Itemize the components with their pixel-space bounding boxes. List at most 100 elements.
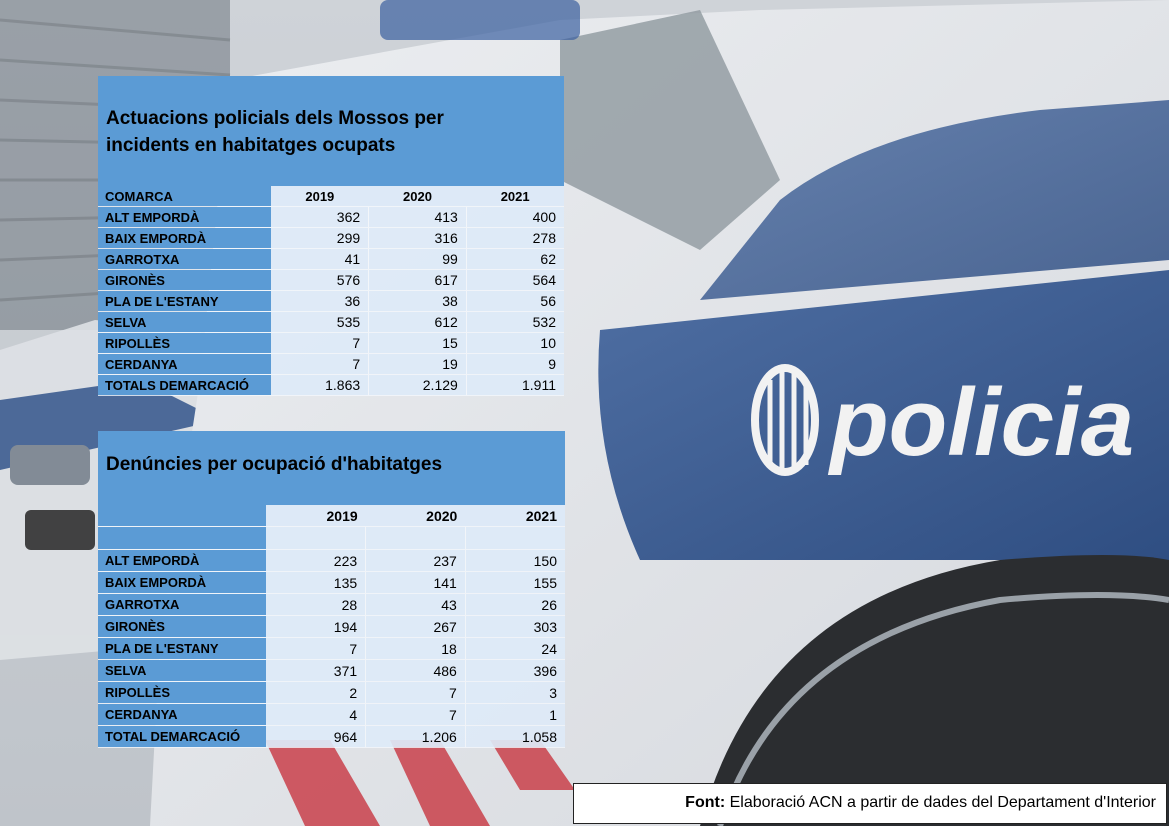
header-2021: 2021 (466, 186, 564, 207)
denuncies-table: 2019 2020 2021 ALT EMPORDÀ 223 237 150 B… (98, 505, 565, 748)
cell-2019: 2 (266, 681, 366, 704)
cell-2019: 194 (266, 615, 366, 638)
actuacions-table: COMARCA 2019 2020 2021 ALT EMPORDÀ 362 4… (98, 186, 564, 396)
cell-2021: 155 (464, 571, 565, 594)
cell-2021: 1 (464, 703, 565, 726)
cell-2020: 7 (365, 681, 466, 704)
cell-2020: 7 (365, 703, 466, 726)
cell-2019: 576 (271, 269, 369, 291)
cell-2020: 617 (368, 269, 467, 291)
row-name: PLA DE L'ESTANY (98, 290, 271, 312)
header-2021: 2021 (465, 505, 565, 527)
cell-2019: 4 (266, 703, 366, 726)
cell-2019: 7 (271, 353, 369, 375)
row-name: BAIX EMPORDÀ (98, 227, 271, 249)
row-name: CERDANYA (98, 703, 266, 726)
cell-2021: 278 (465, 227, 564, 249)
row-name: SELVA (98, 659, 266, 682)
cell-2021: 10 (465, 332, 564, 354)
cell-2021: 532 (465, 311, 564, 333)
row-name: GARROTXA (98, 248, 271, 270)
cell-2021: 24 (464, 637, 565, 660)
row-name: GIRONÈS (98, 269, 271, 291)
table-row: PLA DE L'ESTANY 36 38 56 (98, 290, 564, 312)
actuacions-table-panel: Actuacions policials dels Mossos per inc… (98, 76, 564, 396)
row-name: PLA DE L'ESTANY (98, 637, 266, 660)
cell-2019: 223 (266, 549, 366, 572)
cell-2021: 150 (464, 549, 565, 572)
cell-2020: 18 (365, 637, 466, 660)
row-name: GIRONÈS (98, 615, 266, 638)
table-row: GARROTXA 28 43 26 (98, 593, 565, 616)
cell-2021: 1.058 (464, 725, 565, 748)
table-row: SELVA 535 612 532 (98, 311, 564, 333)
cell-2020: 38 (368, 290, 467, 312)
cell-2020: 316 (368, 227, 467, 249)
cell-2019: 362 (271, 206, 369, 228)
cell-2020: 99 (368, 248, 467, 270)
cell-2019: 964 (266, 725, 366, 748)
cell-2020: 612 (368, 311, 467, 333)
header-2019: 2019 (266, 505, 366, 527)
table-row: ALT EMPORDÀ 223 237 150 (98, 549, 565, 572)
row-name: RIPOLLÈS (98, 681, 266, 704)
cell-2021: 400 (465, 206, 564, 228)
row-name: BAIX EMPORDÀ (98, 571, 266, 594)
table-total-row: TOTALS DEMARCACIÓ 1.863 2.129 1.911 (98, 374, 564, 396)
cell-2021: 26 (464, 593, 565, 616)
row-name: TOTAL DEMARCACIÓ (98, 725, 266, 748)
cell-2019: 1.863 (271, 374, 369, 396)
table-row: BAIX EMPORDÀ 135 141 155 (98, 571, 565, 594)
table-row: RIPOLLÈS 7 15 10 (98, 332, 564, 354)
header-comarca: COMARCA (98, 186, 271, 207)
header-empty (98, 505, 266, 527)
denuncies-table-title: Denúncies per ocupació d'habitatges (98, 431, 565, 505)
table-header-row: COMARCA 2019 2020 2021 (98, 186, 564, 207)
cell-2019: 135 (266, 571, 366, 594)
cell-2019: 299 (271, 227, 369, 249)
cell-2021: 303 (464, 615, 565, 638)
cell-2019: 36 (271, 290, 369, 312)
cell-2021: 9 (465, 353, 564, 375)
blank-cell (365, 526, 466, 550)
title-line-2: incidents en habitatges ocupats (106, 135, 396, 156)
cell-2020: 2.129 (368, 374, 467, 396)
cell-2021: 564 (465, 269, 564, 291)
blank-cell (266, 526, 366, 550)
cell-2020: 237 (365, 549, 466, 572)
cell-2020: 43 (365, 593, 466, 616)
row-name: GARROTXA (98, 593, 266, 616)
blank-cell (464, 526, 565, 550)
source-caption: Font: Elaboració ACN a partir de dades d… (573, 783, 1167, 824)
cell-2019: 28 (266, 593, 366, 616)
cell-2020: 15 (368, 332, 467, 354)
table-row: GARROTXA 41 99 62 (98, 248, 564, 270)
table-header-row: 2019 2020 2021 (98, 505, 565, 527)
row-name: ALT EMPORDÀ (98, 549, 266, 572)
source-text: Elaboració ACN a partir de dades del Dep… (725, 794, 1156, 811)
cell-2020: 19 (368, 353, 467, 375)
header-2020: 2020 (365, 505, 466, 527)
row-name: CERDANYA (98, 353, 271, 375)
generalitat-logo (751, 364, 819, 476)
source-label: Font: (685, 794, 726, 811)
table-total-row: TOTAL DEMARCACIÓ 964 1.206 1.058 (98, 725, 565, 748)
vehicle-police-text: policia (827, 369, 1134, 476)
title-line-1: Actuacions policials dels Mossos per (106, 108, 444, 129)
table-row: PLA DE L'ESTANY 7 18 24 (98, 637, 565, 660)
row-name: SELVA (98, 311, 271, 333)
table-row: BAIX EMPORDÀ 299 316 278 (98, 227, 564, 249)
table-row: CERDANYA 7 19 9 (98, 353, 564, 375)
cell-2021: 56 (465, 290, 564, 312)
blank-row (98, 526, 565, 550)
header-2019: 2019 (271, 186, 369, 207)
header-2020: 2020 (368, 186, 467, 207)
table-row: RIPOLLÈS 2 7 3 (98, 681, 565, 704)
denuncies-table-panel: Denúncies per ocupació d'habitatges 2019… (98, 431, 565, 748)
cell-2021: 396 (464, 659, 565, 682)
chevron-stripes (265, 740, 575, 826)
row-name: ALT EMPORDÀ (98, 206, 271, 228)
cell-2019: 535 (271, 311, 369, 333)
cell-2020: 413 (368, 206, 467, 228)
cell-2021: 62 (465, 248, 564, 270)
